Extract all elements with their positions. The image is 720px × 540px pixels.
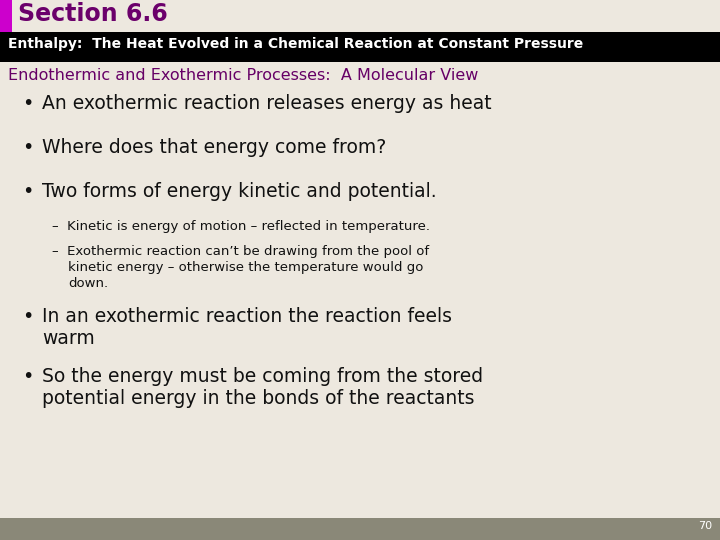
Bar xyxy=(0,518,720,540)
Text: Enthalpy:  The Heat Evolved in a Chemical Reaction at Constant Pressure: Enthalpy: The Heat Evolved in a Chemical… xyxy=(8,37,583,51)
Text: •: • xyxy=(22,182,33,201)
Text: An exothermic reaction releases energy as heat: An exothermic reaction releases energy a… xyxy=(42,94,492,113)
Bar xyxy=(0,0,12,32)
Text: –  Kinetic is energy of motion – reflected in temperature.: – Kinetic is energy of motion – reflecte… xyxy=(52,220,430,233)
Text: Two forms of energy kinetic and potential.: Two forms of energy kinetic and potentia… xyxy=(42,182,436,201)
Text: Section 6.6: Section 6.6 xyxy=(18,2,168,26)
Text: Endothermic and Exothermic Processes:  A Molecular View: Endothermic and Exothermic Processes: A … xyxy=(8,68,478,83)
Text: kinetic energy – otherwise the temperature would go: kinetic energy – otherwise the temperatu… xyxy=(68,261,423,274)
Text: In an exothermic reaction the reaction feels
warm: In an exothermic reaction the reaction f… xyxy=(42,307,452,348)
Text: •: • xyxy=(22,138,33,157)
Text: 70: 70 xyxy=(698,521,712,531)
Text: •: • xyxy=(22,367,33,386)
Text: Where does that energy come from?: Where does that energy come from? xyxy=(42,138,386,157)
Text: So the energy must be coming from the stored
potential energy in the bonds of th: So the energy must be coming from the st… xyxy=(42,367,483,408)
Text: –  Exothermic reaction can’t be drawing from the pool of: – Exothermic reaction can’t be drawing f… xyxy=(52,245,429,258)
Text: down.: down. xyxy=(68,277,108,290)
Bar xyxy=(0,32,720,62)
Text: •: • xyxy=(22,307,33,326)
Text: •: • xyxy=(22,94,33,113)
